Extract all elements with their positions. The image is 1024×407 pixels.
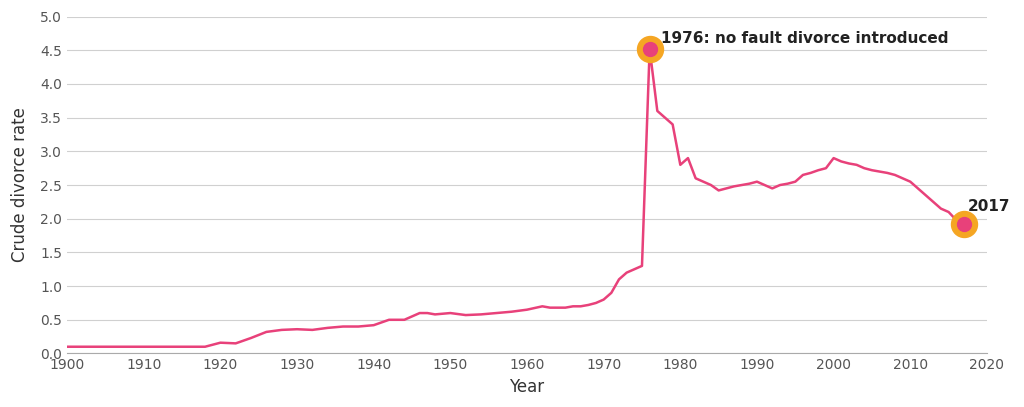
Text: 2017: 2017 (968, 199, 1011, 214)
Y-axis label: Crude divorce rate: Crude divorce rate (11, 107, 29, 263)
Point (955, 221, 972, 228)
Text: 1976: no fault divorce introduced: 1976: no fault divorce introduced (662, 31, 948, 46)
X-axis label: Year: Year (510, 378, 545, 396)
Point (955, 221, 972, 228)
Point (641, 46, 657, 52)
Point (641, 46, 657, 52)
